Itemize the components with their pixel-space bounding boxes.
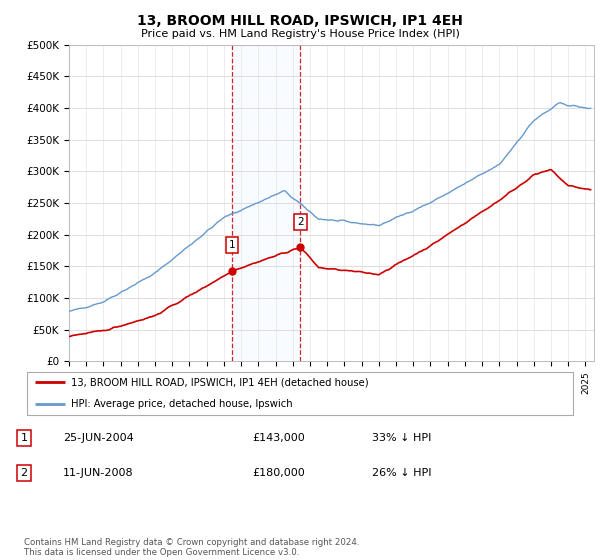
Text: £180,000: £180,000 (252, 468, 305, 478)
Text: Contains HM Land Registry data © Crown copyright and database right 2024.
This d: Contains HM Land Registry data © Crown c… (24, 538, 359, 557)
Text: Price paid vs. HM Land Registry's House Price Index (HPI): Price paid vs. HM Land Registry's House … (140, 29, 460, 39)
Text: 26% ↓ HPI: 26% ↓ HPI (372, 468, 431, 478)
Text: 33% ↓ HPI: 33% ↓ HPI (372, 433, 431, 443)
Text: 2: 2 (20, 468, 28, 478)
Text: HPI: Average price, detached house, Ipswich: HPI: Average price, detached house, Ipsw… (71, 399, 293, 409)
Text: 13, BROOM HILL ROAD, IPSWICH, IP1 4EH: 13, BROOM HILL ROAD, IPSWICH, IP1 4EH (137, 14, 463, 28)
Text: 25-JUN-2004: 25-JUN-2004 (63, 433, 134, 443)
Text: 1: 1 (20, 433, 28, 443)
Bar (232, 45, 301, 361)
Text: 11-JUN-2008: 11-JUN-2008 (63, 468, 134, 478)
Text: 2: 2 (297, 217, 304, 227)
Text: 13, BROOM HILL ROAD, IPSWICH, IP1 4EH (detached house): 13, BROOM HILL ROAD, IPSWICH, IP1 4EH (d… (71, 377, 368, 388)
FancyBboxPatch shape (27, 372, 573, 415)
Text: 1: 1 (229, 240, 235, 250)
Text: £143,000: £143,000 (252, 433, 305, 443)
